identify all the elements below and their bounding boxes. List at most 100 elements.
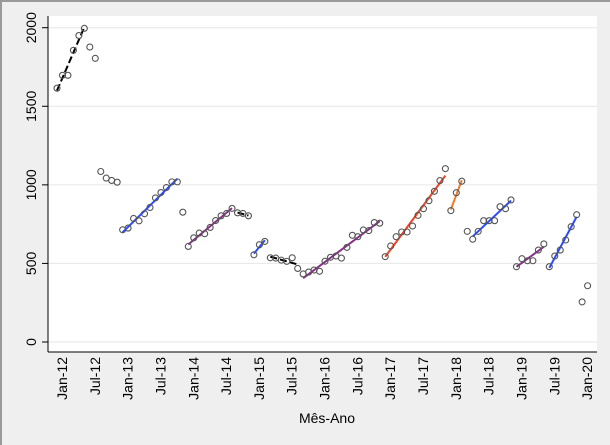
data-point	[244, 212, 252, 220]
data-point	[584, 282, 592, 290]
data-point	[316, 267, 324, 275]
data-point	[441, 165, 449, 173]
data-point	[75, 32, 83, 40]
y-tick-label: 0	[23, 338, 39, 346]
data-point	[452, 189, 460, 197]
data-point	[365, 227, 373, 235]
x-tick-label: Jul-19	[546, 357, 562, 395]
data-point	[69, 46, 77, 54]
data-point	[545, 263, 553, 271]
x-tick-label: Jul-17	[415, 357, 431, 395]
data-point	[403, 228, 411, 236]
data-point	[573, 211, 581, 219]
data-point	[113, 178, 121, 186]
data-point	[173, 178, 181, 186]
data-point	[534, 246, 542, 254]
data-point	[392, 233, 400, 241]
x-tick-label: Jan-18	[448, 357, 464, 400]
data-point	[387, 242, 395, 250]
data-point	[255, 241, 263, 249]
y-axis: 0 500 1000 1500 2000	[23, 12, 49, 352]
data-point	[512, 263, 521, 271]
x-tick-label: Jan-15	[251, 357, 267, 400]
data-point	[567, 223, 575, 231]
y-tick-label: 1500	[23, 90, 39, 121]
fit-line	[121, 177, 179, 233]
data-point	[140, 210, 149, 218]
data-point	[157, 189, 165, 197]
data-point	[179, 208, 187, 216]
data-point	[201, 230, 209, 238]
data-point	[469, 235, 477, 243]
data-point	[151, 194, 160, 202]
data-point	[250, 251, 258, 259]
data-point	[135, 217, 143, 225]
data-points	[53, 24, 592, 306]
data-point	[146, 203, 154, 212]
y-tick-label: 1000	[23, 169, 39, 200]
data-point	[261, 237, 269, 245]
data-point	[283, 257, 291, 265]
data-point	[354, 233, 362, 241]
data-point	[540, 240, 548, 248]
fit-line	[187, 207, 233, 246]
data-point	[408, 222, 417, 230]
data-point	[381, 253, 389, 261]
data-point	[430, 187, 438, 195]
x-tick-label: Jan-17	[382, 357, 398, 400]
x-axis: Jan-12 Jul-12 Jan-13 Jul-13 Jan-14 Jul-14 Jan-…	[48, 351, 597, 400]
data-point	[124, 224, 132, 232]
data-point	[474, 227, 482, 235]
data-point	[578, 298, 586, 306]
data-point	[447, 207, 455, 215]
fit-line	[237, 211, 249, 217]
data-point	[206, 223, 214, 231]
data-point	[162, 183, 170, 192]
x-tick-label: Jan-20	[579, 357, 595, 400]
x-tick-label: Jan-16	[317, 357, 333, 400]
fit-line	[449, 179, 463, 210]
y-tick-label: 2000	[23, 12, 39, 43]
data-point	[190, 234, 198, 242]
data-point	[184, 242, 192, 251]
data-point	[414, 211, 422, 219]
data-point	[223, 209, 231, 218]
x-tick-label: Jan-13	[120, 357, 136, 400]
data-point	[212, 216, 220, 225]
data-point	[419, 205, 428, 213]
data-point	[376, 219, 384, 227]
data-point	[343, 243, 351, 251]
data-point	[97, 167, 105, 176]
fit-line	[56, 26, 86, 91]
data-point	[80, 24, 88, 32]
fit-line	[253, 239, 266, 255]
y-tick-label: 500	[23, 252, 39, 276]
x-tick-label: Jul-16	[349, 357, 365, 395]
data-point	[507, 196, 515, 204]
data-point	[337, 254, 345, 262]
data-point	[64, 71, 72, 79]
x-tick-label: Jul-14	[218, 357, 234, 395]
data-point	[556, 246, 564, 254]
data-point	[86, 43, 94, 51]
data-point	[321, 257, 329, 265]
x-tick-label: Jan-19	[513, 357, 529, 400]
data-point	[562, 236, 570, 244]
data-point	[463, 227, 471, 235]
data-point	[458, 177, 466, 185]
fit-line	[302, 220, 381, 280]
data-point	[288, 254, 296, 262]
data-point	[425, 197, 433, 205]
x-tick-label: Jul-13	[152, 357, 168, 395]
x-tick-label: Jul-12	[87, 357, 103, 395]
x-axis-title: Mês-Ano	[299, 410, 355, 426]
data-point	[91, 54, 99, 62]
data-point	[491, 217, 499, 225]
data-point	[551, 252, 559, 260]
x-tick-label: Jan-14	[185, 357, 201, 400]
data-point	[228, 204, 236, 212]
x-tick-label: Jul-18	[481, 357, 497, 395]
data-point	[501, 205, 510, 213]
x-tick-label: Jul-15	[284, 357, 300, 395]
